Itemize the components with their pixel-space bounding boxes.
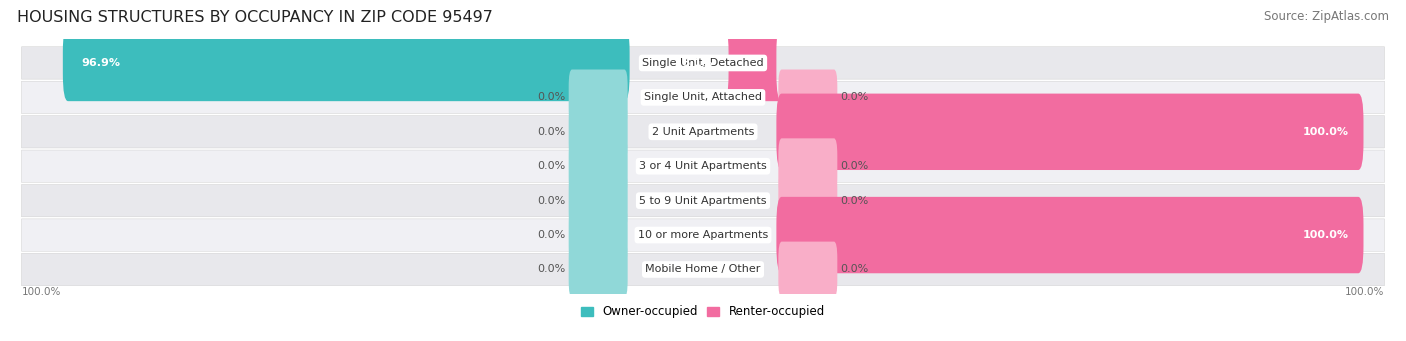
Text: Mobile Home / Other: Mobile Home / Other [645,265,761,275]
Text: 0.0%: 0.0% [841,92,869,102]
Text: 0.0%: 0.0% [537,230,565,240]
Text: 100.0%: 100.0% [1302,230,1348,240]
FancyBboxPatch shape [568,207,627,263]
Text: 0.0%: 0.0% [841,265,869,275]
Text: 0.0%: 0.0% [537,127,565,137]
FancyBboxPatch shape [21,47,1385,79]
FancyBboxPatch shape [779,138,838,194]
Text: 0.0%: 0.0% [537,265,565,275]
FancyBboxPatch shape [21,116,1385,148]
Text: 96.9%: 96.9% [82,58,120,68]
Text: 100.0%: 100.0% [21,287,60,297]
Text: 0.0%: 0.0% [537,196,565,206]
FancyBboxPatch shape [21,219,1385,251]
Text: Single Unit, Attached: Single Unit, Attached [644,92,762,102]
FancyBboxPatch shape [776,197,1364,273]
FancyBboxPatch shape [776,93,1364,170]
FancyBboxPatch shape [568,70,627,125]
Text: 100.0%: 100.0% [1302,127,1348,137]
Text: 0.0%: 0.0% [537,161,565,171]
Text: 10 or more Apartments: 10 or more Apartments [638,230,768,240]
FancyBboxPatch shape [63,25,630,101]
FancyBboxPatch shape [568,242,627,297]
Text: Single Unit, Detached: Single Unit, Detached [643,58,763,68]
FancyBboxPatch shape [21,253,1385,286]
FancyBboxPatch shape [568,173,627,228]
Text: Source: ZipAtlas.com: Source: ZipAtlas.com [1264,10,1389,23]
Text: 3 or 4 Unit Apartments: 3 or 4 Unit Apartments [640,161,766,171]
Text: 2 Unit Apartments: 2 Unit Apartments [652,127,754,137]
Text: 5 to 9 Unit Apartments: 5 to 9 Unit Apartments [640,196,766,206]
Legend: Owner-occupied, Renter-occupied: Owner-occupied, Renter-occupied [581,305,825,318]
FancyBboxPatch shape [21,150,1385,182]
Text: HOUSING STRUCTURES BY OCCUPANCY IN ZIP CODE 95497: HOUSING STRUCTURES BY OCCUPANCY IN ZIP C… [17,10,492,25]
Text: 0.0%: 0.0% [841,196,869,206]
FancyBboxPatch shape [779,70,838,125]
Text: 0.0%: 0.0% [537,92,565,102]
FancyBboxPatch shape [723,25,782,101]
FancyBboxPatch shape [779,173,838,228]
FancyBboxPatch shape [779,242,838,297]
FancyBboxPatch shape [568,138,627,194]
FancyBboxPatch shape [21,184,1385,217]
Text: 100.0%: 100.0% [1346,287,1385,297]
FancyBboxPatch shape [568,104,627,160]
Text: 3.1%: 3.1% [683,58,713,68]
Text: 0.0%: 0.0% [841,161,869,171]
FancyBboxPatch shape [21,81,1385,114]
